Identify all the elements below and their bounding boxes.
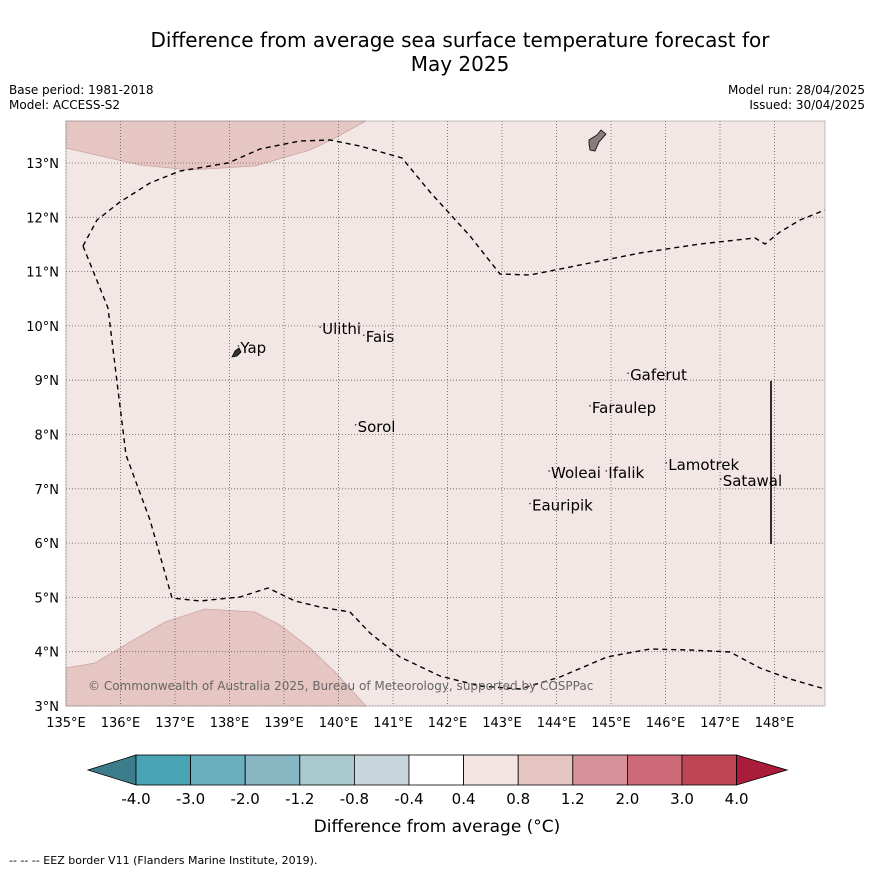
lon-tick-label: 142°E (428, 716, 468, 731)
lat-tick-label: 10°N (26, 320, 59, 335)
place-marker (529, 502, 531, 505)
lat-tick-label: 13°N (26, 157, 59, 172)
lon-tick-label: 147°E (700, 716, 740, 731)
place-marker (237, 345, 240, 347)
place-label: Ifalik (608, 464, 644, 482)
lon-tick-label: 135°E (46, 716, 86, 731)
meta-left: Base period: 1981-2018 Model: ACCESS-S2 (9, 83, 154, 113)
yap-island (231, 347, 242, 358)
lon-tick-label: 137°E (155, 716, 195, 731)
colorbar-tick-label: 1.2 (561, 790, 585, 808)
lat-tick-label: 4°N (35, 646, 60, 661)
place-marker (627, 372, 629, 375)
place-marker (354, 423, 357, 426)
lon-tick-label: 146°E (646, 716, 686, 731)
warm-patch-north (65, 120, 367, 171)
place-label: Gaferut (630, 366, 687, 384)
colorbar-label: Difference from average (°C) (314, 817, 561, 837)
colorbar-swatch (299, 754, 355, 786)
lon-tick-label: 138°E (210, 716, 250, 731)
lon-tick-label: 144°E (537, 716, 577, 731)
lon-tick-label: 148°E (755, 716, 795, 731)
map-title: Difference from average sea surface temp… (0, 28, 873, 76)
title-line-1: Difference from average sea surface temp… (150, 28, 770, 52)
colorbar-tick-label: 3.0 (670, 790, 694, 808)
lon-tick-label: 145°E (591, 716, 631, 731)
place-marker (719, 478, 722, 480)
place-label: Yap (239, 339, 266, 357)
place-label: Eauripik (532, 497, 593, 515)
lat-tick-label: 3°N (35, 700, 60, 715)
place-labels: Ulithi Fais Yap Gaferut Faraulep Sorol Lamotre… (237, 320, 782, 515)
place-label: Sorol (358, 418, 396, 436)
place-label: Woleai (551, 464, 601, 482)
place-marker (548, 470, 550, 472)
lon-tick-label: 140°E (319, 716, 359, 731)
colorbar-high-extension (736, 754, 789, 786)
colorbar-tick-label: -0.4 (394, 790, 423, 808)
colorbar-swatch (190, 754, 246, 786)
place-marker (605, 470, 608, 472)
colorbar-swatch (353, 754, 410, 786)
colorbar: -4.0 -3.0 -2.0 -1.2 -0.8 -0.4 0.4 0.8 1.2 2.0 3.0 4… (86, 754, 789, 808)
colorbar-swatch (244, 754, 301, 786)
warm-patch-south (65, 608, 367, 707)
eez-footnote: -- -- -- EEZ border V11 (Flanders Marine… (9, 854, 318, 867)
axis-labels: 135°E 136°E 137°E 138°E 139°E 140°E 141°E 142°E… (26, 157, 794, 731)
lat-tick-label: 7°N (35, 483, 60, 498)
lat-tick-label: 9°N (35, 374, 60, 389)
eez-border (82, 139, 826, 690)
colorbar-tick-label: -1.2 (285, 790, 314, 808)
colorbar-tick-label: 0.4 (452, 790, 476, 808)
meta-right: Model run: 28/04/2025 Issued: 30/04/2025 (728, 83, 865, 113)
place-label: Satawal (723, 472, 782, 490)
place-marker (319, 326, 321, 328)
lat-tick-label: 8°N (35, 429, 60, 444)
place-label: Faraulep (592, 399, 656, 417)
colorbar-tick-label: 4.0 (725, 790, 749, 808)
lon-tick-label: 136°E (101, 716, 141, 731)
place-marker (665, 461, 668, 464)
colorbar-tick-label: 2.0 (615, 790, 639, 808)
place-label: Fais (366, 328, 395, 346)
lon-tick-label: 143°E (482, 716, 522, 731)
colorbar-low-extension (86, 754, 137, 786)
base-period: Base period: 1981-2018 (9, 83, 154, 97)
lat-tick-label: 6°N (35, 537, 60, 552)
colorbar-tick-label: 0.8 (506, 790, 530, 808)
issued-date: Issued: 30/04/2025 (749, 98, 865, 112)
colorbar-tick-label: -2.0 (231, 790, 260, 808)
lat-tick-label: 11°N (26, 266, 59, 281)
guam-island (588, 129, 607, 152)
lon-tick-label: 141°E (373, 716, 413, 731)
place-marker (362, 334, 365, 336)
colorbar-tick-label: -4.0 (121, 790, 150, 808)
colorbar-swatch (681, 754, 737, 786)
colorbar-swatch (135, 754, 191, 786)
colorbar-swatch (627, 754, 683, 786)
place-marker (589, 404, 591, 407)
map-frame (65, 120, 826, 707)
lat-tick-label: 5°N (35, 591, 60, 606)
colorbar-tick-label: -0.8 (340, 790, 369, 808)
place-label: Ulithi (322, 320, 361, 338)
lon-tick-label: 139°E (264, 716, 304, 731)
colorbar-swatch (463, 754, 519, 786)
colorbar-swatch (517, 754, 574, 786)
place-label: Lamotrek (668, 456, 739, 474)
model-name: Model: ACCESS-S2 (9, 98, 121, 112)
colorbar-tick-label: -3.0 (176, 790, 205, 808)
colorbar-swatch (572, 754, 628, 786)
colorbar-swatch (408, 754, 464, 786)
map-background (66, 121, 825, 706)
model-run: Model run: 28/04/2025 (727, 83, 865, 97)
copyright-notice: © Commonwealth of Australia 2025, Bureau… (88, 679, 593, 693)
title-line-2: May 2025 (410, 52, 510, 76)
lat-tick-label: 12°N (26, 211, 59, 226)
